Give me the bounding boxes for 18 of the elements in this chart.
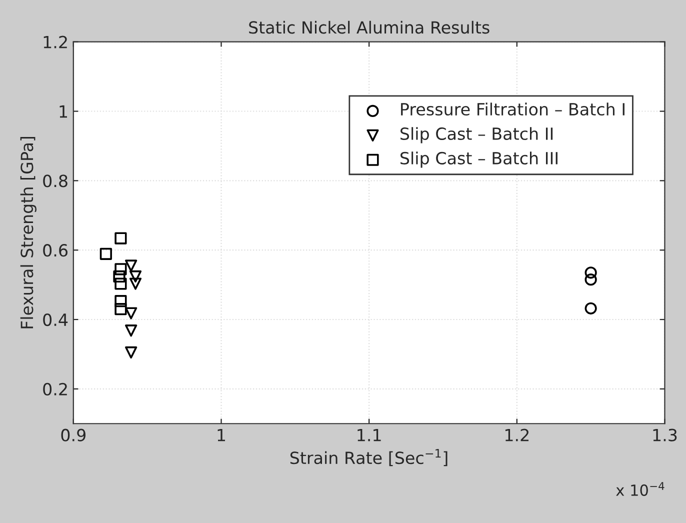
text: x 10$^{−4}$ [616,482,664,496]
chart-title: Static Nickel Alumina Results [249,20,490,34]
legend-label: Pressure Filtration – Batch I [401,102,624,116]
x-tick-label: 1.2 [505,428,528,442]
legend-label: Slip Cast – Batch II [400,127,553,144]
x-tick-label: 0.9 [61,428,86,442]
x-tick-label: 1 [218,429,225,442]
x-tick-label: 1.3 [653,428,677,442]
y-axis-title: Flexural Strength [GPa] [20,136,36,328]
y-tick-label: 0.2 [43,382,67,396]
y-tick-label: 0.6 [43,244,68,257]
y-tick-label: 0.8 [43,174,68,188]
x-axis-title: Strain Rate [Sec$^{−1}$] [290,449,448,466]
y-tick-label: 1.2 [44,36,67,48]
y-tick-label: 0.4 [43,313,68,326]
legend-label: Slip Cast – Batch III [400,152,558,168]
y-tick-label: 1 [60,105,67,118]
x-tick-label: 1.1 [358,429,381,442]
